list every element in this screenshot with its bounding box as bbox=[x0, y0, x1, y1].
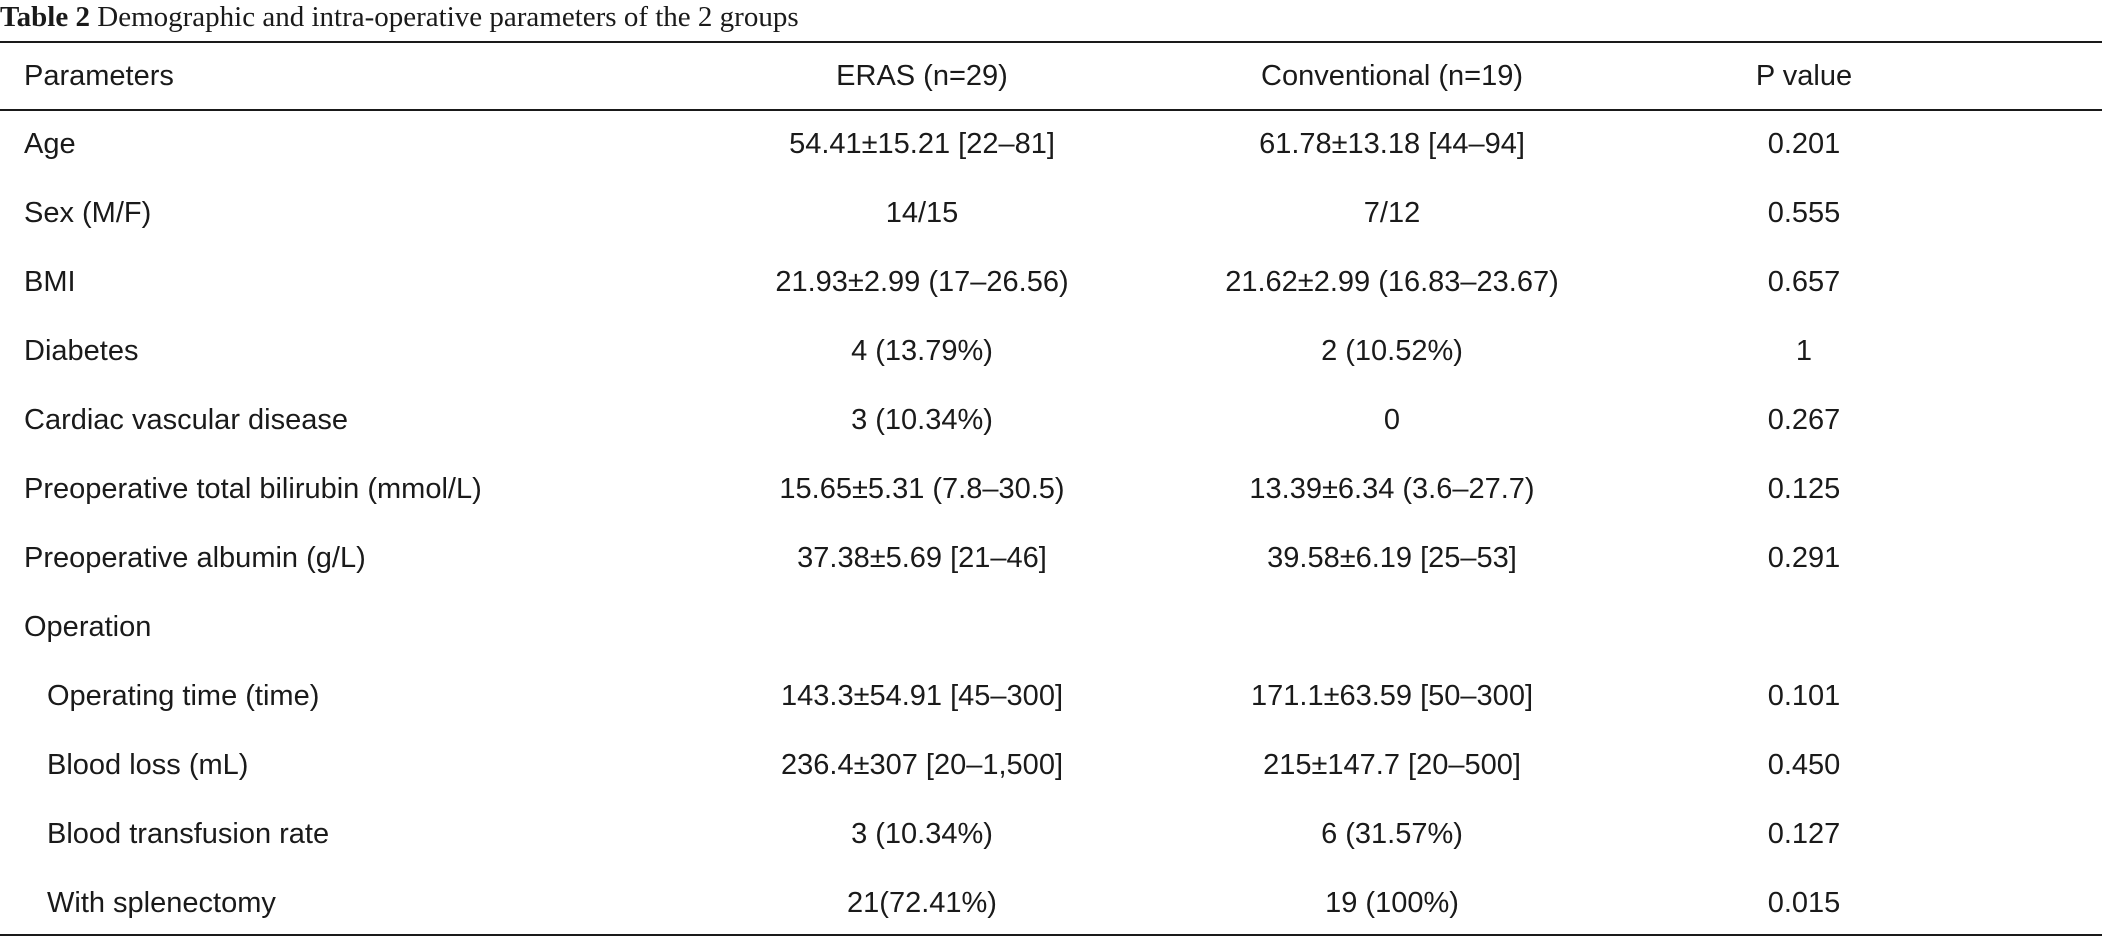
cell-conventional: 171.1±63.59 [50–300] bbox=[1251, 680, 1533, 712]
cell-conventional: 21.62±2.99 (16.83–23.67) bbox=[1225, 266, 1559, 298]
top-rule bbox=[0, 41, 2102, 43]
cell-p-value: 0.201 bbox=[1678, 110, 2102, 179]
cell-p-value-text: 0.127 bbox=[1767, 818, 1841, 850]
cell-parameter: Blood transfusion rate bbox=[47, 818, 330, 850]
cell-p-value: 0.555 bbox=[1678, 179, 2102, 248]
table-row: Preoperative albumin (g/L) 37.38±5.69 [2… bbox=[0, 524, 2102, 593]
cell-eras: 3 (10.34%) bbox=[851, 404, 993, 436]
table-row: Operating time (time) 143.3±54.91 [45–30… bbox=[0, 662, 2102, 731]
cell-parameter: With splenectomy bbox=[47, 887, 276, 919]
cell-p-value: 0.450 bbox=[1678, 731, 2102, 800]
cell-conventional: 61.78±13.18 [44–94] bbox=[1259, 128, 1525, 160]
table-row: Blood loss (mL) 236.4±307 [20–1,500] 215… bbox=[0, 731, 2102, 800]
cell-conventional: 7/12 bbox=[1363, 197, 1421, 229]
cell-p-value-text: 0.015 bbox=[1767, 887, 1841, 919]
cell-p-value-text: 0.657 bbox=[1767, 266, 1841, 298]
cell-eras bbox=[738, 593, 1106, 662]
cell-eras: 21(72.41%) bbox=[847, 887, 997, 919]
cell-eras: 15.65±5.31 (7.8–30.5) bbox=[779, 473, 1065, 505]
table-row: Diabetes 4 (13.79%) 2 (10.52%) 1 bbox=[0, 317, 2102, 386]
bottom-rule bbox=[0, 934, 2102, 936]
cell-p-value-text: 0.555 bbox=[1767, 197, 1841, 229]
cell-parameter: Preoperative total bilirubin (mmol/L) bbox=[24, 473, 482, 505]
table-row: BMI 21.93±2.99 (17–26.56) 21.62±2.99 (16… bbox=[0, 248, 2102, 317]
cell-eras: 37.38±5.69 [21–46] bbox=[797, 542, 1047, 574]
cell-p-value: 1 bbox=[1678, 317, 2102, 386]
data-table: Parameters ERAS (n=29) Conventional (n=1… bbox=[0, 42, 2102, 938]
cell-conventional: 0 bbox=[1383, 404, 1401, 436]
table-caption-text: Demographic and intra-operative paramete… bbox=[97, 1, 799, 33]
header-eras: ERAS (n=29) bbox=[836, 59, 1008, 92]
cell-eras: 3 (10.34%) bbox=[851, 818, 993, 850]
cell-conventional: 13.39±6.34 (3.6–27.7) bbox=[1249, 473, 1535, 505]
table-caption-label: Table 2 bbox=[0, 1, 90, 33]
header-row: Parameters ERAS (n=29) Conventional (n=1… bbox=[0, 42, 2102, 110]
cell-parameter: Diabetes bbox=[24, 335, 139, 367]
cell-p-value-text: 0.450 bbox=[1767, 749, 1841, 781]
cell-parameter: Cardiac vascular disease bbox=[24, 404, 348, 436]
cell-eras: 14/15 bbox=[885, 197, 959, 229]
cell-p-value: 0.267 bbox=[1678, 386, 2102, 455]
cell-p-value-text: 0.101 bbox=[1767, 680, 1841, 712]
cell-eras: 143.3±54.91 [45–300] bbox=[781, 680, 1063, 712]
cell-parameter: BMI bbox=[24, 266, 76, 298]
cell-parameter: Blood loss (mL) bbox=[47, 749, 249, 781]
cell-eras: 21.93±2.99 (17–26.56) bbox=[775, 266, 1069, 298]
cell-conventional: 2 (10.52%) bbox=[1321, 335, 1463, 367]
cell-conventional: 19 (100%) bbox=[1325, 887, 1459, 919]
header-rule bbox=[0, 109, 2102, 111]
cell-p-value-text: 0.125 bbox=[1767, 473, 1841, 505]
table-row: Blood transfusion rate 3 (10.34%) 6 (31.… bbox=[0, 800, 2102, 869]
cell-eras: 54.41±15.21 [22–81] bbox=[789, 128, 1055, 160]
cell-conventional: 39.58±6.19 [25–53] bbox=[1267, 542, 1517, 574]
cell-p-value-text: 0.267 bbox=[1767, 404, 1841, 436]
table-caption: Table 2 Demographic and intra-operative … bbox=[0, 0, 799, 40]
cell-parameter: Age bbox=[24, 128, 76, 160]
cell-parameter: Preoperative albumin (g/L) bbox=[24, 542, 366, 574]
table-row: Preoperative total bilirubin (mmol/L) 15… bbox=[0, 455, 2102, 524]
table-row: Sex (M/F) 14/15 7/12 0.555 bbox=[0, 179, 2102, 248]
cell-section-heading: Operation bbox=[24, 611, 152, 643]
cell-p-value: 0.291 bbox=[1678, 524, 2102, 593]
cell-p-value: 0.101 bbox=[1678, 662, 2102, 731]
header-p-value-label: P value bbox=[1755, 59, 1853, 92]
cell-p-value-text: 0.201 bbox=[1767, 128, 1841, 160]
cell-conventional: 6 (31.57%) bbox=[1321, 818, 1463, 850]
cell-p-value: 0.127 bbox=[1678, 800, 2102, 869]
header-parameters: Parameters bbox=[24, 59, 174, 92]
cell-conventional bbox=[1106, 593, 1678, 662]
header-p-value: P value bbox=[1678, 42, 2102, 110]
cell-p-value: 0.125 bbox=[1678, 455, 2102, 524]
table-row: Cardiac vascular disease 3 (10.34%) 0 0.… bbox=[0, 386, 2102, 455]
cell-eras: 236.4±307 [20–1,500] bbox=[781, 749, 1063, 781]
header-conventional: Conventional (n=19) bbox=[1261, 59, 1523, 92]
cell-p-value-text: 0.291 bbox=[1767, 542, 1841, 574]
cell-eras: 4 (13.79%) bbox=[851, 335, 993, 367]
cell-parameter: Operating time (time) bbox=[47, 680, 320, 712]
table-row: Age 54.41±15.21 [22–81] 61.78±13.18 [44–… bbox=[0, 110, 2102, 179]
cell-parameter: Sex (M/F) bbox=[24, 197, 152, 229]
cell-p-value: 0.015 bbox=[1678, 869, 2102, 938]
table-row: With splenectomy 21(72.41%) 19 (100%) 0.… bbox=[0, 869, 2102, 938]
cell-p-value: 0.657 bbox=[1678, 248, 2102, 317]
table-row-section: Operation bbox=[0, 593, 2102, 662]
cell-conventional: 215±147.7 [20–500] bbox=[1263, 749, 1521, 781]
cell-p-value bbox=[1678, 593, 2102, 662]
cell-p-value-text: 1 bbox=[1795, 335, 1813, 367]
